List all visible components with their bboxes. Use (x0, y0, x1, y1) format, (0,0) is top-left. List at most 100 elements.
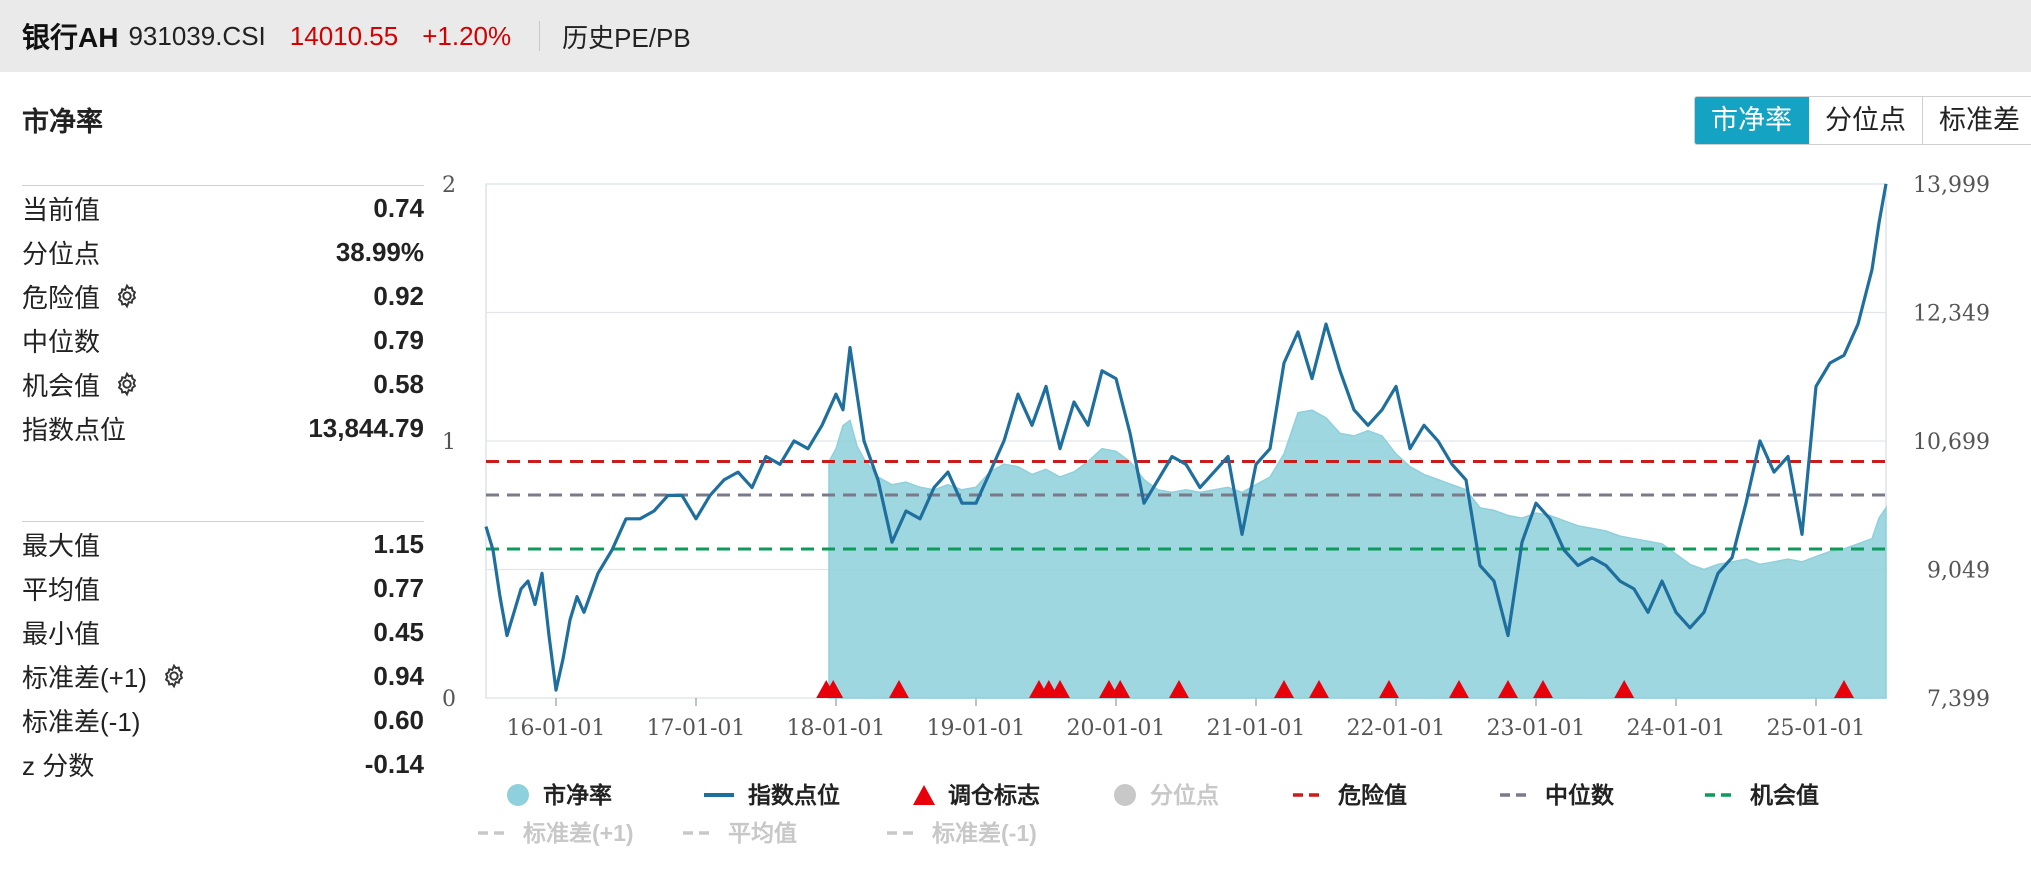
rebalance-marker (1379, 680, 1399, 698)
y-right-tick-label: 9,049 (1927, 559, 1990, 584)
toggle-stddev-button[interactable]: 标准差 (1923, 97, 2031, 144)
legend-percentile-dot (1114, 784, 1136, 806)
legend-label[interactable]: 机会值 (1750, 782, 1819, 808)
pb-area (828, 409, 1887, 699)
header-divider (539, 21, 541, 51)
x-tick-label: 24-01-01 (1627, 716, 1726, 741)
legend-label[interactable]: 平均值 (728, 820, 797, 846)
stats-divider (22, 521, 424, 522)
rebalance-marker (1449, 680, 1469, 698)
x-tick-label: 20-01-01 (1067, 716, 1166, 741)
stat-value: 1.15 (373, 528, 424, 559)
stat-value: 0.92 (373, 280, 424, 311)
section-title: 市净率 (22, 107, 103, 137)
index-line (484, 183, 1888, 692)
gear-icon[interactable] (114, 371, 140, 397)
legend-pb-dot (507, 784, 529, 806)
stat-row: 最小值 0.45 (22, 610, 424, 654)
rebalance-marker (1274, 680, 1294, 698)
legend-label[interactable]: 调仓标志 (948, 782, 1040, 808)
index-price: 14010.55 (289, 20, 399, 51)
gear-icon[interactable] (161, 663, 187, 689)
x-tick-label: 18-01-01 (787, 716, 886, 741)
legend-label[interactable]: 指数点位 (748, 782, 840, 808)
stat-row: 标准差(+1) 0.94 (22, 654, 424, 698)
x-tick-label: 21-01-01 (1207, 716, 1306, 741)
stat-value: 0.79 (373, 324, 424, 355)
rebalance-marker (889, 680, 909, 698)
legend-label[interactable]: 分位点 (1150, 782, 1219, 808)
rebalance-marker (823, 680, 844, 698)
legend-label[interactable]: 标准差(+1) (523, 820, 634, 846)
legend-marker-triangle (913, 785, 935, 805)
stat-row: z 分数 -0.14 (22, 742, 424, 786)
x-tick-label: 19-01-01 (927, 716, 1026, 741)
legend-label[interactable]: 市净率 (543, 782, 612, 808)
stat-label: 危险值 (22, 278, 140, 315)
y-right-tick-label: 10,699 (1913, 430, 1990, 455)
index-code: 931039.CSI (128, 20, 266, 51)
y-left-tick-label: 2 (442, 173, 456, 198)
y-left-tick-label: 0 (442, 687, 456, 712)
stat-label: 机会值 (22, 366, 140, 403)
header-bar: 银行AH 931039.CSI 14010.55 +1.20% 历史PE/PB (0, 0, 2031, 72)
stat-value: 0.74 (373, 192, 424, 223)
stat-row: 当前值 0.74 (22, 186, 424, 230)
stat-label: 最小值 (22, 618, 101, 649)
stat-value: 13,844.79 (308, 412, 424, 443)
rebalance-marker (1169, 680, 1189, 698)
stat-row: 分位点 38.99% (22, 230, 424, 274)
x-tick-label: 22-01-01 (1347, 716, 1446, 741)
rebalance-marker (1614, 680, 1635, 698)
stat-label: 中位数 (22, 326, 101, 357)
gear-icon[interactable] (114, 283, 140, 309)
stat-row: 标准差(-1) 0.60 (22, 698, 424, 742)
x-tick-label: 16-01-01 (507, 716, 606, 741)
stat-value: 38.99% (335, 236, 424, 267)
y-right-tick-label: 13,999 (1913, 173, 1990, 198)
metric-toggle: 市净率 分位点 标准差 (1694, 96, 2031, 145)
stat-value: 0.77 (373, 572, 424, 603)
stat-label: 当前值 (22, 194, 101, 225)
rebalance-marker (1110, 680, 1131, 698)
rebalance-marker (1533, 680, 1553, 698)
x-tick-label: 23-01-01 (1487, 716, 1586, 741)
stat-label: z 分数 (22, 750, 95, 781)
rebalance-marker (1050, 680, 1070, 698)
legend-label[interactable]: 中位数 (1545, 782, 1615, 808)
stat-row: 最大值 1.15 (22, 522, 424, 566)
rebalance-marker (1498, 680, 1518, 698)
legend-label[interactable]: 标准差(-1) (932, 820, 1037, 846)
legend-label[interactable]: 危险值 (1338, 782, 1407, 808)
stats-bottom: 最大值 1.15 平均值 0.77 最小值 0.45 标准差(+1) 0.94 标准差(-1) 0… (22, 521, 424, 786)
stats-divider (22, 185, 424, 186)
stat-value: -0.14 (364, 748, 424, 779)
stat-label: 分位点 (22, 238, 101, 269)
rebalance-marker (1309, 680, 1329, 698)
stat-row: 中位数 0.79 (22, 318, 424, 362)
stat-row: 机会值 0.58 (22, 362, 424, 406)
y-left-tick-label: 1 (442, 430, 456, 455)
stat-label: 指数点位 (22, 414, 127, 445)
stat-label: 平均值 (22, 574, 101, 605)
x-tick-label: 25-01-01 (1767, 716, 1866, 741)
stat-value: 0.94 (373, 660, 424, 691)
stat-value: 0.45 (373, 616, 424, 647)
stat-label: 最大值 (22, 530, 101, 561)
stat-row: 平均值 0.77 (22, 566, 424, 610)
y-right-tick-label: 12,349 (1913, 302, 1990, 327)
header-title: 历史PE/PB (562, 22, 691, 53)
stat-label: 标准差(+1) (22, 658, 187, 695)
stat-label: 标准差(-1) (22, 706, 141, 737)
rebalance-marker (1834, 680, 1854, 698)
stat-row: 指数点位 13,844.79 (22, 406, 424, 450)
stat-value: 0.60 (373, 704, 424, 735)
index-change: +1.20% (422, 20, 512, 51)
y-right-tick-label: 7,399 (1927, 687, 1990, 712)
toggle-percentile-button[interactable]: 分位点 (1809, 97, 1923, 144)
stat-row: 危险值 0.92 (22, 274, 424, 318)
stats-top: 当前值 0.74 分位点 38.99% 危险值 0.92 中位数 0.79 机会值 0.58 指数点… (22, 185, 424, 450)
x-tick-label: 17-01-01 (647, 716, 746, 741)
toggle-pb-button[interactable]: 市净率 (1695, 97, 1809, 144)
